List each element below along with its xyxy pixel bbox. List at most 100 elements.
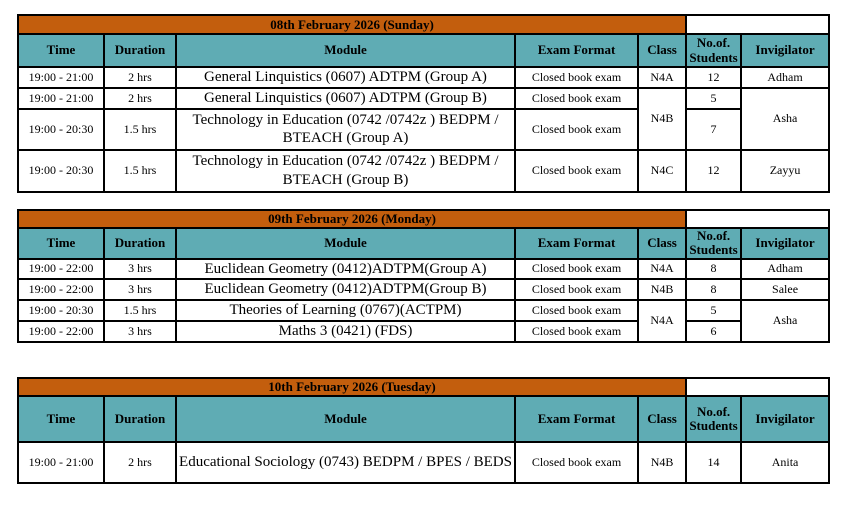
cell-duration: 3 hrs: [103, 319, 177, 343]
cell-class: N4B: [636, 278, 688, 302]
cell-students: 6: [685, 319, 743, 343]
title-gap: [685, 377, 831, 397]
column-header-row: Time Duration Module Exam Format Class N…: [17, 33, 831, 68]
column-header-module: Module: [175, 395, 516, 443]
column-header-students: No.of. Students: [685, 395, 743, 443]
cell-students: 8: [685, 278, 743, 302]
cell-class: N4A: [636, 66, 688, 89]
exam-schedule-table-day1: 08th February 2026 (Sunday) Time Duratio…: [16, 14, 831, 193]
cell-invigilator: Zayyu: [740, 148, 831, 193]
table-title-row: 08th February 2026 (Sunday): [16, 14, 831, 35]
column-header-duration: Duration: [103, 33, 177, 68]
table-row: 19:00 - 22:00 3 hrs Maths 3 (0421) (FDS)…: [17, 319, 829, 343]
cell-module: Technology in Education (0742 /0742z ) B…: [175, 107, 516, 151]
column-header-duration: Duration: [103, 395, 177, 443]
cell-time: 19:00 - 20:30: [17, 148, 105, 193]
cell-time: 19:00 - 21:00: [17, 66, 105, 89]
column-header-invigilator: Invigilator: [740, 395, 831, 443]
cell-duration: 1.5 hrs: [103, 107, 177, 151]
cell-module: Educational Sociology (0743) BEDPM / BPE…: [175, 441, 516, 484]
column-header-time: Time: [17, 395, 105, 443]
column-header-students: No.of. Students: [685, 227, 743, 260]
table-row: 19:00 - 20:30 1.5 hrs Theories of Learni…: [17, 299, 831, 343]
cell-duration: 1.5 hrs: [103, 299, 177, 322]
column-header-row: Time Duration Module Exam Format Class N…: [17, 227, 831, 260]
cell-exam-format: Closed book exam: [514, 257, 639, 281]
exam-schedule-table-day3: 10th February 2026 (Tuesday) Time Durati…: [16, 377, 831, 484]
cell-module: Maths 3 (0421) (FDS): [175, 319, 516, 343]
table-title: 09th February 2026 (Monday): [16, 209, 688, 229]
cell-module: Euclidean Geometry (0412)ADTPM(Group B): [175, 278, 516, 302]
cell-time: 19:00 - 20:30: [17, 107, 105, 151]
table-row: 19:00 - 21:00 2 hrs General Linquistics …: [17, 66, 831, 89]
cell-students: 5: [685, 87, 743, 110]
cell-duration: 3 hrs: [103, 257, 177, 281]
column-header-time: Time: [17, 227, 105, 260]
cell-duration: 1.5 hrs: [103, 148, 177, 193]
cell-module: General Linquistics (0607) ADTPM (Group …: [175, 66, 516, 89]
column-header-students: No.of. Students: [685, 33, 743, 68]
cell-students: 12: [685, 148, 743, 193]
table-row: 19:00 - 20:30 1.5 hrs Technology in Educ…: [17, 148, 831, 193]
cell-exam-format: Closed book exam: [514, 441, 639, 484]
cell-exam-format: Closed book exam: [514, 319, 639, 343]
cell-students: 12: [685, 66, 743, 89]
table-title: 08th February 2026 (Sunday): [16, 14, 688, 35]
cell-time: 19:00 - 20:30: [17, 299, 105, 322]
column-header-exam-format: Exam Format: [514, 33, 639, 68]
cell-exam-format: Closed book exam: [514, 299, 639, 322]
column-header-module: Module: [175, 33, 516, 68]
column-header-module: Module: [175, 227, 516, 260]
column-header-exam-format: Exam Format: [514, 227, 639, 260]
column-header-row: Time Duration Module Exam Format Class N…: [17, 395, 831, 443]
cell-module: Euclidean Geometry (0412)ADTPM(Group A): [175, 257, 516, 281]
column-header-class: Class: [636, 227, 688, 260]
table-row: 19:00 - 21:00 2 hrs Educational Sociolog…: [17, 441, 831, 484]
table-row: 19:00 - 22:00 3 hrs Euclidean Geometry (…: [17, 257, 831, 281]
cell-module: Theories of Learning (0767)(ACTPM): [175, 299, 516, 322]
column-header-invigilator: Invigilator: [740, 227, 831, 260]
cell-exam-format: Closed book exam: [514, 87, 639, 110]
cell-class: N4B: [636, 87, 688, 151]
cell-class: N4A: [636, 299, 688, 343]
cell-exam-format: Closed book exam: [514, 107, 639, 151]
cell-duration: 2 hrs: [103, 441, 177, 484]
cell-students: 7: [685, 107, 743, 151]
cell-students: 5: [685, 299, 743, 322]
cell-invigilator: Asha: [740, 87, 831, 151]
cell-invigilator: Adham: [740, 257, 831, 281]
cell-class: N4C: [636, 148, 688, 193]
cell-time: 19:00 - 22:00: [17, 278, 105, 302]
cell-invigilator: Salee: [740, 278, 831, 302]
cell-class: N4B: [636, 441, 688, 484]
table-row: 19:00 - 20:30 1.5 hrs Technology in Educ…: [17, 107, 829, 151]
cell-invigilator: Anita: [740, 441, 831, 484]
table-row: 19:00 - 22:00 3 hrs Euclidean Geometry (…: [17, 278, 831, 302]
cell-time: 19:00 - 22:00: [17, 319, 105, 343]
cell-students: 14: [685, 441, 743, 484]
column-header-invigilator: Invigilator: [740, 33, 831, 68]
cell-time: 19:00 - 21:00: [17, 87, 105, 110]
cell-students: 8: [685, 257, 743, 281]
cell-exam-format: Closed book exam: [514, 148, 639, 193]
cell-time: 19:00 - 21:00: [17, 441, 105, 484]
table-row: 19:00 - 21:00 2 hrs General Linquistics …: [17, 87, 831, 151]
table-title-row: 10th February 2026 (Tuesday): [16, 377, 831, 397]
cell-invigilator: Asha: [740, 299, 831, 343]
exam-schedule-table-day2: 09th February 2026 (Monday) Time Duratio…: [16, 209, 831, 343]
cell-invigilator: Adham: [740, 66, 831, 89]
column-header-class: Class: [636, 395, 688, 443]
cell-exam-format: Closed book exam: [514, 278, 639, 302]
cell-duration: 2 hrs: [103, 87, 177, 110]
cell-module: General Linquistics (0607) ADTPM (Group …: [175, 87, 516, 110]
column-header-exam-format: Exam Format: [514, 395, 639, 443]
column-header-time: Time: [17, 33, 105, 68]
cell-duration: 3 hrs: [103, 278, 177, 302]
cell-class: N4A: [636, 257, 688, 281]
title-gap: [685, 209, 831, 229]
cell-time: 19:00 - 22:00: [17, 257, 105, 281]
column-header-class: Class: [636, 33, 688, 68]
title-gap: [685, 14, 831, 35]
table-title: 10th February 2026 (Tuesday): [16, 377, 688, 397]
